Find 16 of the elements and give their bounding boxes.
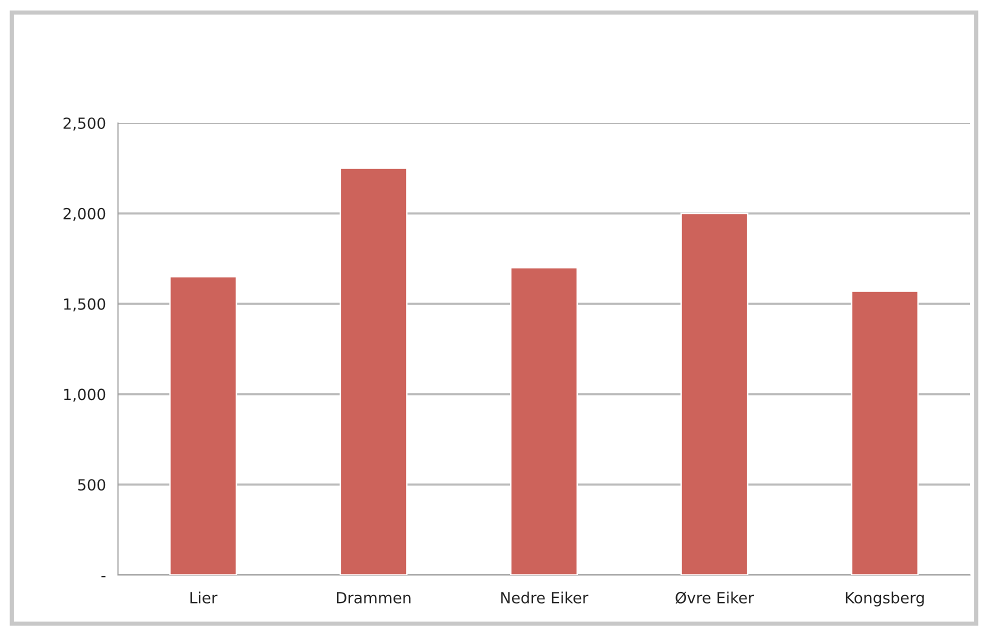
x-tick-label: Øvre Eiker <box>676 592 754 604</box>
x-tick-label: Lier <box>190 592 218 604</box>
bar <box>850 290 919 575</box>
bar <box>340 168 408 575</box>
bar <box>510 266 578 575</box>
y-tick-label: 2,500 <box>64 117 106 131</box>
bar <box>169 276 238 575</box>
y-tick-label: 500 <box>78 479 106 491</box>
y-tick-label: 1,500 <box>64 298 106 312</box>
x-tick-label: Drammen <box>336 592 410 604</box>
y-tick-label: - <box>101 576 106 578</box>
x-tick-label: Nedre Eiker <box>501 592 588 604</box>
y-tick-label: 2,000 <box>64 208 106 221</box>
y-tick-label: 1,000 <box>64 388 106 402</box>
x-tick-label: Kongsberg <box>846 592 924 606</box>
bar <box>680 212 748 575</box>
